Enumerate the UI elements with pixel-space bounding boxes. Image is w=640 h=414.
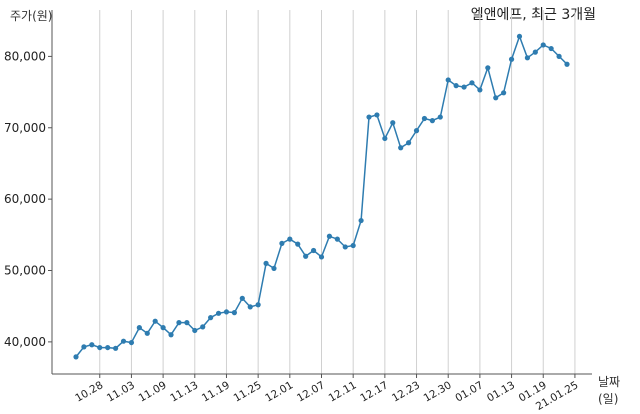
data-point bbox=[136, 325, 142, 331]
y-axis-label: 주가(원) bbox=[10, 9, 53, 23]
x-tick-label: 11.19 bbox=[200, 379, 232, 404]
data-point bbox=[493, 95, 499, 101]
y-tick-label: 40,000 bbox=[4, 335, 46, 349]
data-point bbox=[184, 320, 190, 326]
data-point bbox=[89, 342, 95, 348]
data-point bbox=[366, 114, 372, 120]
x-tick-label: 10.28 bbox=[73, 379, 105, 404]
data-point bbox=[271, 265, 277, 271]
x-axis-label: 날짜(일) bbox=[598, 375, 621, 406]
x-tick-label: 12.17 bbox=[358, 379, 390, 404]
data-point bbox=[406, 140, 412, 146]
y-tick-label: 50,000 bbox=[4, 264, 46, 278]
x-tick-label: 01.07 bbox=[453, 379, 485, 404]
data-point bbox=[540, 42, 546, 48]
data-point bbox=[255, 302, 261, 308]
data-point bbox=[334, 236, 340, 242]
x-tick-label: 12.01 bbox=[263, 379, 295, 404]
data-point bbox=[144, 330, 150, 336]
data-point bbox=[295, 241, 301, 247]
data-point bbox=[516, 33, 523, 40]
data-point bbox=[508, 56, 515, 62]
data-point bbox=[168, 332, 174, 338]
data-point bbox=[263, 260, 269, 266]
data-point bbox=[437, 114, 443, 120]
data-point bbox=[152, 318, 158, 324]
y-tick-label: 60,000 bbox=[4, 192, 46, 206]
data-point bbox=[461, 84, 467, 90]
x-tick-label: 12.11 bbox=[327, 379, 359, 404]
data-point bbox=[556, 53, 562, 59]
data-point bbox=[128, 339, 135, 346]
data-point bbox=[524, 55, 531, 61]
data-point bbox=[358, 217, 364, 224]
data-point bbox=[215, 310, 222, 316]
data-point bbox=[501, 90, 507, 96]
data-point bbox=[303, 253, 309, 259]
data-point bbox=[477, 87, 483, 93]
x-tick-label: 01.13 bbox=[485, 379, 517, 404]
data-point bbox=[532, 49, 538, 55]
y-tick-label: 80,000 bbox=[4, 49, 46, 63]
x-tick-label: 11.13 bbox=[168, 379, 200, 404]
data-point bbox=[247, 304, 253, 310]
data-point bbox=[485, 65, 491, 71]
x-tick-label: 12.30 bbox=[422, 379, 454, 404]
data-point bbox=[73, 354, 79, 360]
y-tick-labels: 40,000 50,000 60,000 70,000 80,000 bbox=[4, 49, 46, 348]
data-point bbox=[445, 77, 451, 83]
data-point bbox=[97, 344, 103, 351]
data-point bbox=[429, 118, 435, 124]
data-point bbox=[239, 295, 245, 301]
data-point bbox=[310, 247, 317, 254]
data-point bbox=[223, 309, 230, 315]
x-tick-label: 11.03 bbox=[105, 379, 137, 404]
data-point bbox=[413, 128, 420, 134]
x-tick-label: 12.07 bbox=[295, 379, 327, 404]
data-point bbox=[200, 324, 206, 330]
x-tick-labels: 10.28 11.03 11.09 11.13 11.19 11.25 12.01 12.07… bbox=[73, 379, 580, 413]
data-point bbox=[192, 327, 198, 334]
data-point bbox=[318, 254, 325, 260]
data-point bbox=[350, 242, 356, 249]
data-point bbox=[374, 112, 380, 118]
data-point bbox=[287, 236, 293, 242]
y-tick-label: 70,000 bbox=[4, 121, 46, 135]
data-point bbox=[421, 115, 428, 122]
data-point bbox=[208, 315, 214, 321]
data-point bbox=[81, 344, 87, 350]
data-point bbox=[120, 338, 127, 344]
data-point bbox=[469, 80, 475, 86]
data-point bbox=[279, 240, 285, 246]
data-point bbox=[398, 145, 404, 151]
data-point bbox=[112, 345, 119, 351]
data-point bbox=[390, 120, 396, 126]
data-point bbox=[326, 233, 333, 239]
data-series bbox=[73, 33, 570, 360]
data-point bbox=[231, 310, 237, 316]
x-tick-label: 11.25 bbox=[232, 379, 264, 404]
data-point bbox=[382, 135, 388, 142]
data-point bbox=[548, 45, 554, 52]
data-point bbox=[564, 61, 570, 67]
data-point bbox=[342, 244, 348, 250]
data-point bbox=[105, 344, 111, 351]
data-point bbox=[453, 83, 459, 89]
axes bbox=[48, 10, 592, 378]
x-tick-label: 12.23 bbox=[390, 379, 422, 404]
data-point bbox=[176, 320, 182, 326]
chart-title: 엘앤에프, 최근 3개월 bbox=[470, 7, 596, 23]
grid-lines bbox=[99, 10, 576, 374]
data-point bbox=[160, 325, 166, 331]
x-tick-label: 11.09 bbox=[137, 379, 169, 404]
